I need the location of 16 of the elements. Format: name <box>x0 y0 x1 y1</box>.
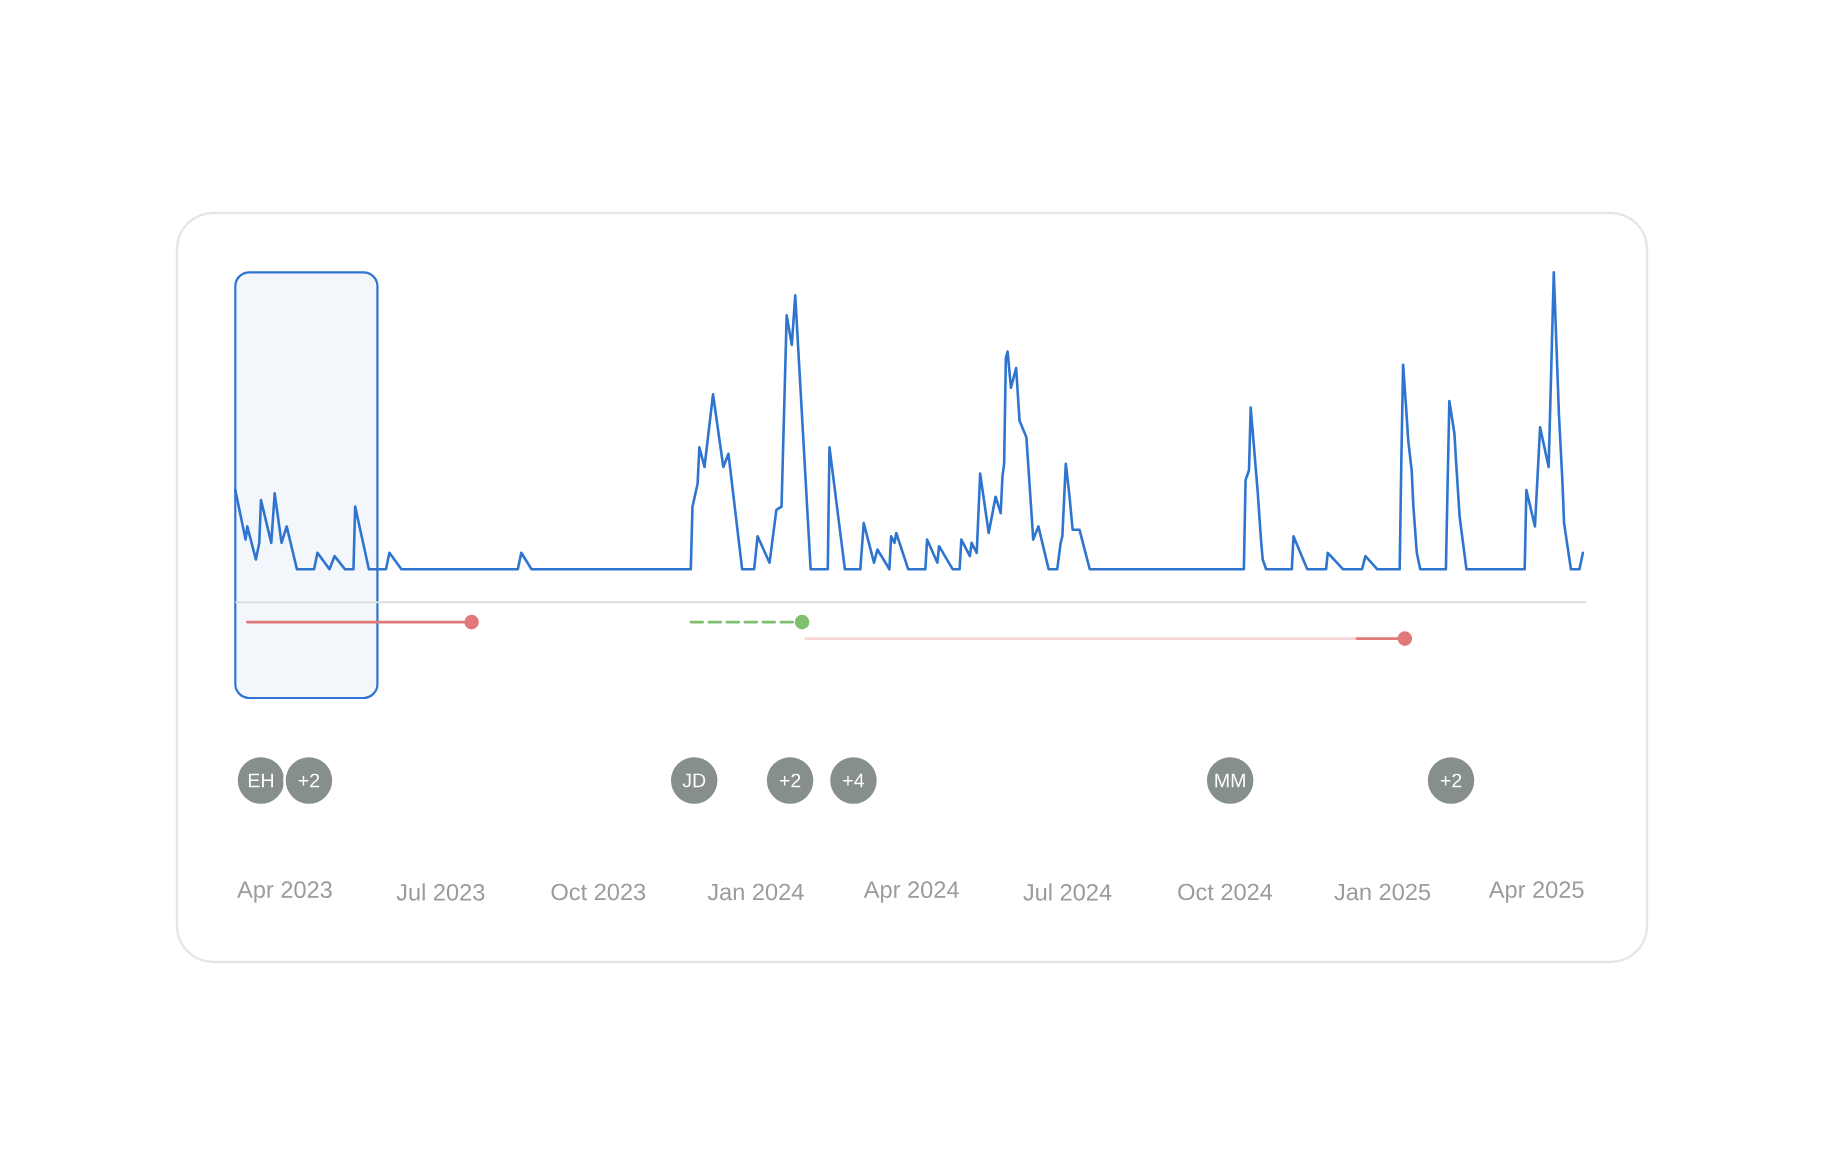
annotation: +2 <box>298 773 320 788</box>
annotation: JD <box>682 773 706 788</box>
annotation: MM <box>1215 773 1245 788</box>
x-tick-label: Oct 2024 <box>1178 883 1273 901</box>
annotation: +2 <box>779 773 801 788</box>
x-tick-label: Jul 2023 <box>396 883 485 901</box>
x-tick-label: Apr 2025 <box>1488 881 1584 903</box>
annotation: +4 <box>843 773 865 788</box>
x-tick-label: Jul 2024 <box>1023 883 1112 901</box>
x-tick-label: Jan 2024 <box>707 883 804 901</box>
x-tick-label: Oct 2023 <box>551 883 646 901</box>
x-tick-label: Jan 2025 <box>1334 883 1431 901</box>
annotation: +2 <box>1440 773 1462 788</box>
annotation: EH <box>248 773 274 788</box>
x-tick-label: Apr 2024 <box>863 881 959 903</box>
x-tick-label: Apr 2023 <box>237 881 332 903</box>
